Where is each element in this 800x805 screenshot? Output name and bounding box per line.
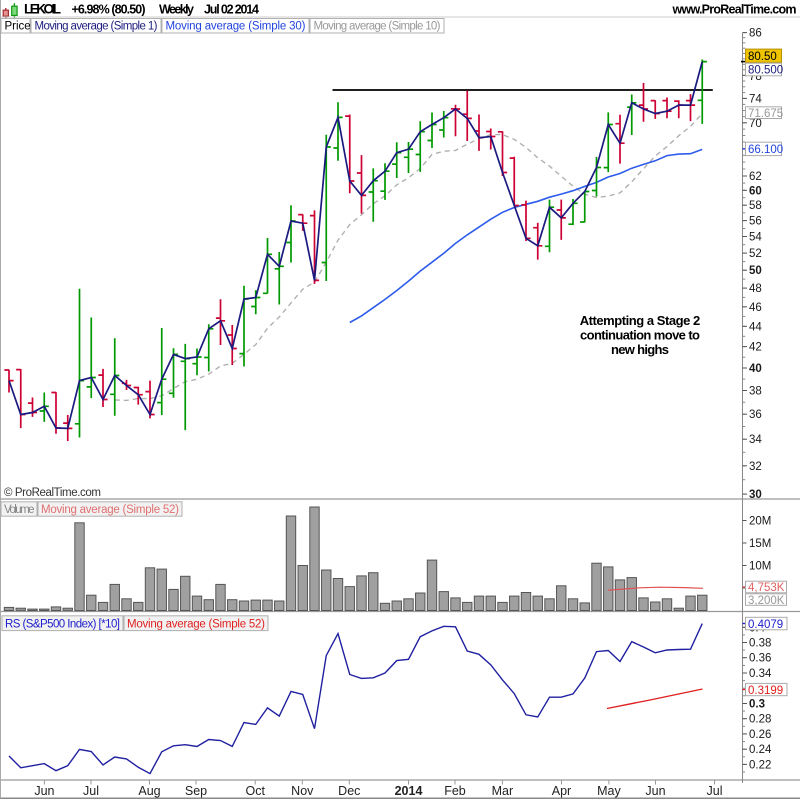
svg-text:© ProRealTime.com: © ProRealTime.com [4, 487, 101, 499]
svg-text:62: 62 [749, 171, 762, 183]
svg-text:0.34: 0.34 [749, 668, 772, 680]
svg-text:86: 86 [749, 28, 762, 40]
svg-text:74: 74 [749, 93, 762, 105]
svg-text:Mar: Mar [492, 784, 514, 798]
svg-text:80.50: 80.50 [748, 51, 777, 63]
svg-text:52: 52 [749, 248, 762, 260]
svg-text:www.ProRealTime.com: www.ProRealTime.com [672, 3, 797, 17]
svg-text:36: 36 [749, 409, 762, 421]
svg-text:3,200K: 3,200K [748, 595, 785, 607]
svg-text:71.675: 71.675 [748, 108, 783, 120]
svg-text:0.3199: 0.3199 [748, 685, 783, 697]
svg-text:Oct: Oct [245, 784, 265, 798]
svg-text:Dec: Dec [338, 784, 360, 798]
svg-text:0.38: 0.38 [749, 638, 771, 650]
svg-text:44: 44 [749, 321, 762, 333]
svg-text:30: 30 [749, 489, 762, 501]
svg-text:Moving average (Simple 52): Moving average (Simple 52) [127, 619, 265, 631]
svg-text:42: 42 [749, 342, 762, 354]
svg-text:15M: 15M [749, 538, 771, 550]
svg-text:Price: Price [5, 21, 31, 33]
svg-text:80.500: 80.500 [748, 65, 783, 77]
svg-text:20M: 20M [749, 516, 771, 528]
svg-text:Moving average (Simple 10): Moving average (Simple 10) [314, 21, 441, 33]
svg-text:Feb: Feb [444, 784, 466, 798]
svg-text:0.4079: 0.4079 [748, 619, 783, 631]
svg-text:new highs: new highs [611, 342, 669, 357]
svg-text:58: 58 [749, 200, 762, 212]
svg-text:2014: 2014 [395, 784, 423, 798]
svg-text:+6.98% (80.50): +6.98% (80.50) [72, 3, 146, 17]
svg-text:Sep: Sep [185, 784, 207, 798]
svg-text:50: 50 [749, 265, 762, 277]
svg-text:0.24: 0.24 [749, 744, 772, 756]
svg-text:Apr: Apr [552, 784, 571, 798]
svg-text:10M: 10M [749, 561, 771, 573]
svg-text:66.100: 66.100 [748, 144, 783, 156]
svg-text:Jun: Jun [34, 784, 54, 798]
svg-text:54: 54 [749, 232, 762, 244]
svg-text:0.26: 0.26 [749, 729, 771, 741]
svg-text:continuation move to: continuation move to [580, 328, 700, 343]
svg-text:Aug: Aug [138, 784, 160, 798]
svg-text:32: 32 [749, 461, 762, 473]
svg-text:34: 34 [749, 434, 762, 446]
svg-text:56: 56 [749, 216, 762, 228]
svg-text:Nov: Nov [291, 784, 314, 798]
svg-text:60: 60 [749, 185, 762, 197]
svg-text:0.3: 0.3 [749, 699, 765, 711]
svg-text:Volume: Volume [4, 504, 35, 516]
svg-text:LEKOIL: LEKOIL [24, 2, 61, 17]
svg-text:Jul: Jul [707, 784, 723, 798]
svg-text:0.22: 0.22 [749, 759, 771, 771]
svg-text:Jul: Jul [83, 784, 99, 798]
svg-text:RS (S&P500 Index) [*10]: RS (S&P500 Index) [*10] [5, 619, 120, 631]
svg-text:May: May [597, 784, 621, 798]
svg-text:4,753K: 4,753K [748, 582, 785, 594]
svg-text:70: 70 [749, 118, 762, 130]
svg-text:48: 48 [749, 283, 762, 295]
svg-text:0.36: 0.36 [749, 653, 771, 665]
svg-text:Weekly: Weekly [159, 3, 194, 17]
svg-text:Jun: Jun [645, 784, 665, 798]
svg-text:0.28: 0.28 [749, 714, 771, 726]
svg-text:Moving average (Simple 30): Moving average (Simple 30) [166, 21, 306, 33]
svg-text:46: 46 [749, 302, 762, 314]
svg-text:40: 40 [749, 363, 762, 375]
svg-text:38: 38 [749, 386, 762, 398]
svg-text:Moving average (Simple 52): Moving average (Simple 52) [41, 504, 179, 516]
svg-text:Moving average (Simple 1): Moving average (Simple 1) [35, 21, 158, 33]
svg-text:Jul 02 2014: Jul 02 2014 [204, 3, 259, 17]
svg-text:Attempting a Stage 2: Attempting a Stage 2 [580, 313, 701, 328]
